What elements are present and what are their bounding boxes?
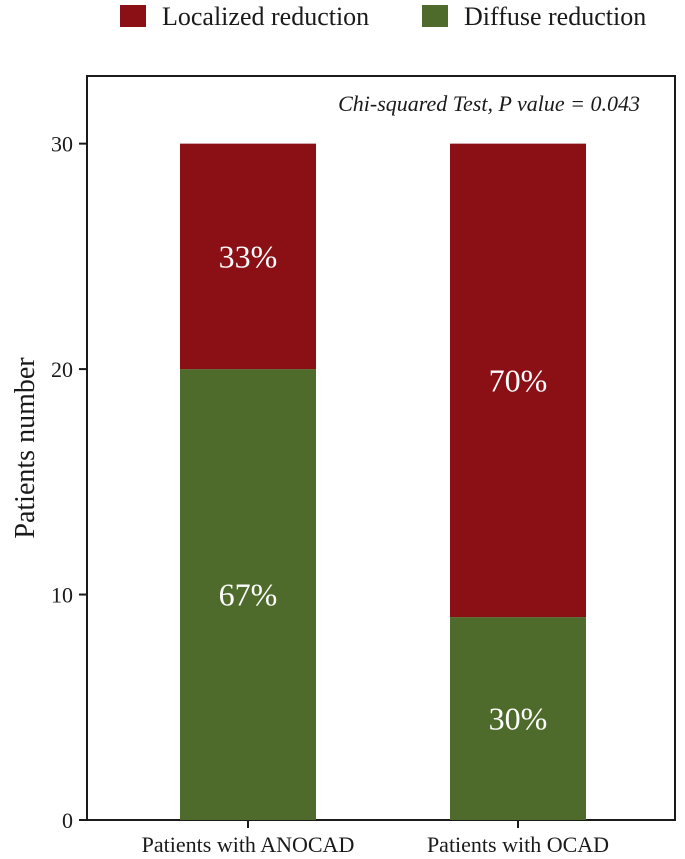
bar-data-label: 33% [219,238,278,274]
legend-label: Localized reduction [162,2,369,31]
y-axis: 0 10 20 30 [51,132,87,833]
legend-label: Diffuse reduction [464,2,646,31]
legend: Localized reduction Diffuse reduction [120,2,646,31]
x-tick-label: Patients with ANOCAD [142,832,355,857]
y-tick-label: 0 [62,808,73,833]
legend-swatch [422,5,448,27]
bar-data-label: 30% [489,701,548,737]
annotation-text: Chi-squared Test, P value = 0.043 [338,91,640,116]
x-tick-label: Patients with OCAD [427,832,609,857]
y-tick-label: 20 [51,357,73,382]
bar-data-label: 70% [489,362,548,398]
bar-segment [180,143,316,370]
bars: 67% 33% 30% 70% [180,143,586,820]
y-tick-label: 10 [51,583,73,608]
legend-swatch [120,5,146,27]
bar-segment [450,617,586,820]
y-tick-label: 30 [51,132,73,157]
y-axis-label: Patients number [10,357,41,539]
bar-data-label: 67% [219,577,278,613]
plot-frame [86,75,676,821]
bar-segment [180,369,316,820]
bar-segment [450,143,586,618]
x-axis: Patients with ANOCAD Patients with OCAD [142,820,609,857]
